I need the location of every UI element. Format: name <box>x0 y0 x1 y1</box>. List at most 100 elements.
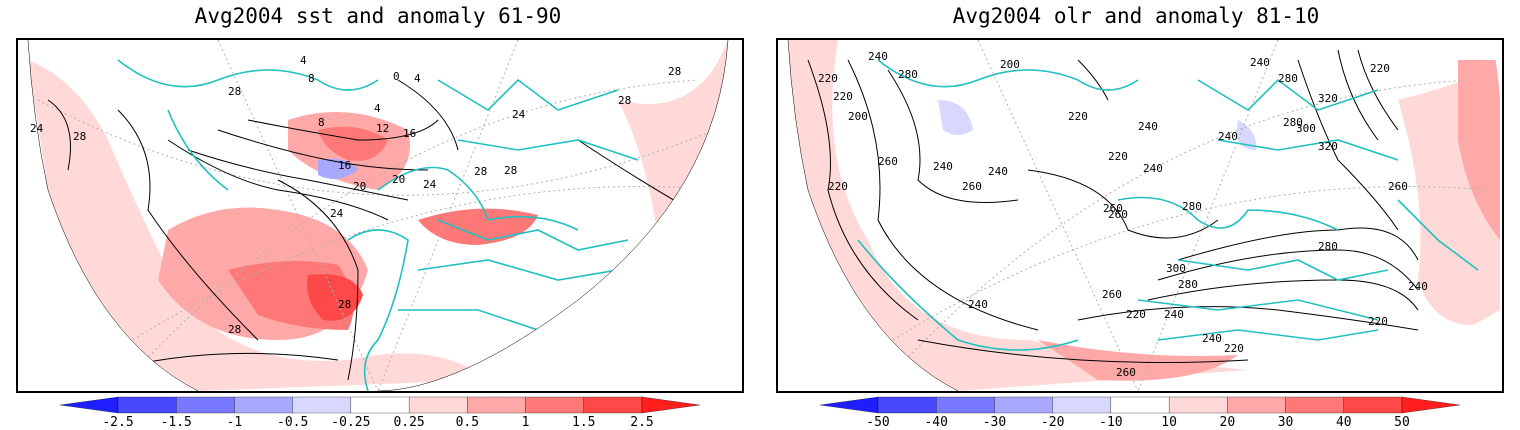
contour-label: 4 <box>374 102 381 115</box>
contour-label: 260 <box>962 180 982 193</box>
contour-label: 260 <box>1388 180 1408 193</box>
contour-label: 20 <box>353 180 366 193</box>
sst-anomaly-north-strong <box>318 126 388 161</box>
olr-anomaly-light <box>788 40 1248 391</box>
colorbar-swatch <box>1168 396 1228 414</box>
colorbar-tick-label: 10 <box>1161 415 1177 430</box>
colorbar-tick-label: -10 <box>1099 415 1123 430</box>
contour-label: 220 <box>828 180 848 193</box>
colorbar-swatch <box>819 396 879 414</box>
contour-label: 24 <box>330 207 344 220</box>
colorbar-swatch <box>350 396 410 414</box>
contour-label: 16 <box>338 159 351 172</box>
contour-label: 280 <box>1182 200 1202 213</box>
contour-label: 260 <box>1103 202 1123 215</box>
colorbar-tick-label: -1.5 <box>160 415 192 430</box>
contour-label: 24 <box>423 178 437 191</box>
contour-label: 220 <box>1370 62 1390 75</box>
sst-anomaly-max <box>307 274 363 321</box>
colorbar-tick-label: 50 <box>1394 415 1410 430</box>
colorbar-tick-label: -2.5 <box>102 415 134 430</box>
contour-label: 300 <box>1166 262 1186 275</box>
olr-anomaly-neg <box>938 100 973 135</box>
contour-label: 28 <box>504 164 517 177</box>
colorbar-swatch <box>234 396 293 414</box>
left-panel-title: Avg2004 sst and anomaly 61-90 <box>194 4 562 28</box>
colorbar-tick-label: 1 <box>521 415 530 430</box>
contour-label: 220 <box>1108 150 1128 163</box>
contour-label: 200 <box>848 110 868 123</box>
contour-label: 240 <box>988 165 1008 178</box>
colorbar-tick-label: 30 <box>1277 415 1294 430</box>
colorbar-swatch <box>583 396 643 414</box>
contour-label: 28 <box>228 85 241 98</box>
contour-label: 220 <box>833 90 853 103</box>
colorbar-tick-label: -0.5 <box>277 415 309 430</box>
colorbar-tick-label: 20 <box>1219 415 1236 430</box>
contour-label: 260 <box>1116 366 1136 379</box>
olr-anomaly-neg2 <box>1236 120 1257 150</box>
colorbar-swatch <box>1343 396 1403 414</box>
right-map: 220 240 280 220 200 200 240 240 260 220 … <box>776 38 1504 393</box>
contour-label: 280 <box>1318 240 1338 253</box>
colorbar-swatch <box>1052 396 1112 414</box>
colorbar-tick-label: 40 <box>1335 415 1352 430</box>
colorbar-swatch <box>994 396 1053 414</box>
contour-label: 28 <box>228 323 241 336</box>
contour-label: 240 <box>968 298 988 311</box>
colorbar-tick-label: -30 <box>982 415 1007 430</box>
contour-label: 300 <box>1296 122 1316 135</box>
right-map-canvas: 220 240 280 220 200 200 240 240 260 220 … <box>787 40 1500 391</box>
sst-anomaly-med <box>418 208 538 245</box>
colorbar-swatch <box>176 396 235 414</box>
contour-label: 240 <box>1202 332 1222 345</box>
contour-label: 240 <box>1250 56 1270 69</box>
colorbar-swatch <box>936 396 995 414</box>
contour-label: 240 <box>1164 308 1184 321</box>
left-map: 4 8 0 4 28 24 28 4 8 12 16 16 20 20 24 2… <box>16 38 744 393</box>
colorbar-tick-label: 1.5 <box>572 415 596 430</box>
colorbar-tick-label: -50 <box>866 415 890 430</box>
contour-label: 0 <box>393 70 400 83</box>
contour-label: 280 <box>1283 116 1303 129</box>
contour-label: 280 <box>1278 72 1298 85</box>
contour-label: 8 <box>318 116 325 129</box>
contour-label: 4 <box>414 72 421 85</box>
colorbar-swatch <box>641 396 701 414</box>
contour-label: 24 <box>30 122 44 135</box>
colorbar-swatch <box>117 396 177 414</box>
contour-label: 240 <box>933 160 953 173</box>
right-contour-labels: 220 240 280 220 200 200 240 240 260 220 … <box>818 50 1428 379</box>
colorbar-tick-label: -20 <box>1040 415 1065 430</box>
colorbar-tick-label: -40 <box>924 415 948 430</box>
colorbar-swatch <box>467 396 526 414</box>
colorbar-tick-label: 0.25 <box>393 415 425 430</box>
colorbar-swatch <box>292 396 352 414</box>
contour-label: 220 <box>1126 308 1146 321</box>
colorbar-swatch <box>1227 396 1286 414</box>
contour-label: 220 <box>1068 110 1088 123</box>
contour-label: 220 <box>1224 342 1244 355</box>
contour-label: 260 <box>1108 208 1128 221</box>
contour-label: 28 <box>73 130 86 143</box>
contour-label: 200 <box>1000 58 1020 71</box>
colorbar-swatch <box>877 396 937 414</box>
colorbar-tick-label: 2.5 <box>630 415 654 430</box>
colorbar-tick-label: -0.25 <box>331 415 371 430</box>
contour-label: 240 <box>868 50 888 63</box>
contour-label: 240 <box>1143 162 1163 175</box>
left-colorbar-svg <box>59 396 701 414</box>
left-colorbar <box>59 396 701 418</box>
colorbar-swatch <box>408 396 468 414</box>
right-colorbar <box>819 396 1461 418</box>
colorbar-swatch <box>1401 396 1461 414</box>
contour-label: 220 <box>818 72 838 85</box>
contour-label: 28 <box>474 165 487 178</box>
colorbar-tick-label: -1 <box>226 415 243 430</box>
contour-label: 320 <box>1318 92 1338 105</box>
colorbar-swatch <box>1285 396 1344 414</box>
contour-label: 28 <box>668 65 681 78</box>
contour-label: 240 <box>1408 280 1428 293</box>
contour-label: 280 <box>1178 278 1198 291</box>
contour-label: 280 <box>898 68 918 81</box>
